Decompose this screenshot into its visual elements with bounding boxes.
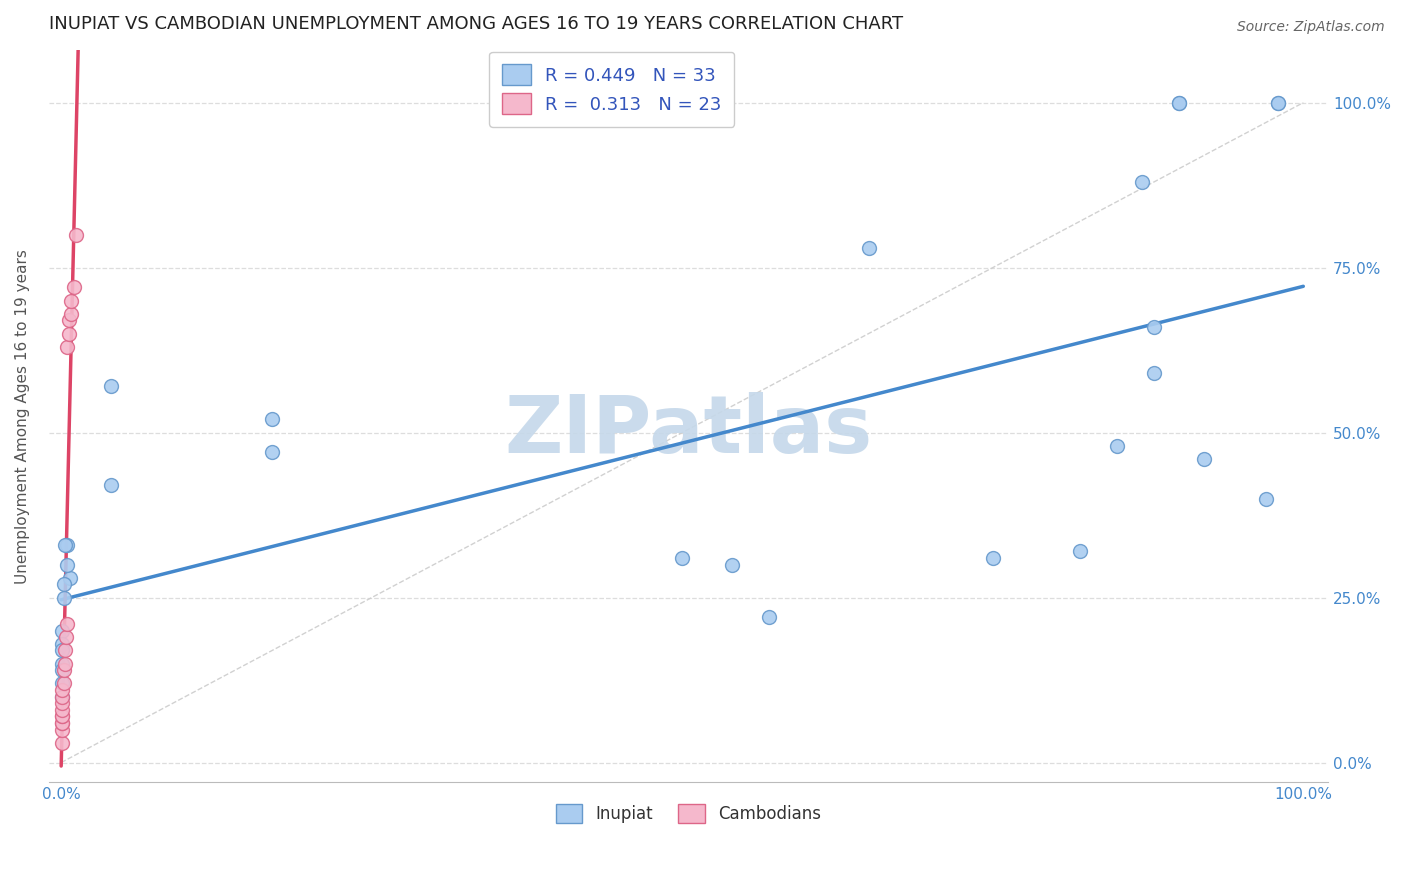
Point: [1105, 439, 1128, 453]
Point: [981, 551, 1004, 566]
Point: [51, 715, 73, 730]
Y-axis label: Unemployment Among Ages 16 to 19 years: Unemployment Among Ages 16 to 19 years: [15, 249, 30, 583]
Point: [1069, 544, 1091, 558]
Point: [62, 280, 84, 294]
Point: [51, 637, 73, 651]
Point: [671, 551, 693, 566]
Point: [1143, 320, 1166, 334]
Point: [51, 690, 73, 704]
Point: [721, 558, 744, 572]
Point: [52, 676, 75, 690]
Point: [58, 313, 80, 327]
Point: [51, 736, 73, 750]
Point: [52, 663, 75, 677]
Point: [52, 577, 75, 591]
Point: [60, 293, 83, 308]
Point: [51, 676, 73, 690]
Legend: Inupiat, Cambodians: Inupiat, Cambodians: [543, 790, 835, 837]
Point: [1168, 95, 1191, 110]
Point: [65, 227, 87, 242]
Point: [55, 630, 77, 644]
Point: [1254, 491, 1277, 506]
Point: [56, 538, 79, 552]
Text: ZIPatlas: ZIPatlas: [505, 392, 873, 470]
Point: [51, 703, 73, 717]
Point: [51, 690, 73, 704]
Point: [1267, 95, 1289, 110]
Text: INUPIAT VS CAMBODIAN UNEMPLOYMENT AMONG AGES 16 TO 19 YEARS CORRELATION CHART: INUPIAT VS CAMBODIAN UNEMPLOYMENT AMONG …: [49, 15, 903, 33]
Point: [58, 326, 80, 341]
Point: [56, 558, 79, 572]
Point: [56, 617, 79, 632]
Point: [858, 241, 880, 255]
Point: [51, 683, 73, 698]
Point: [60, 307, 83, 321]
Point: [53, 657, 76, 671]
Point: [51, 696, 73, 710]
Point: [51, 643, 73, 657]
Point: [51, 715, 73, 730]
Point: [1168, 95, 1191, 110]
Point: [262, 412, 284, 426]
Point: [51, 709, 73, 723]
Point: [262, 445, 284, 459]
Point: [53, 643, 76, 657]
Point: [53, 538, 76, 552]
Point: [1192, 452, 1215, 467]
Point: [59, 571, 82, 585]
Point: [51, 709, 73, 723]
Point: [758, 610, 780, 624]
Point: [51, 657, 73, 671]
Point: [56, 340, 79, 354]
Point: [52, 591, 75, 605]
Point: [100, 379, 122, 393]
Point: [51, 624, 73, 638]
Point: [1130, 175, 1153, 189]
Point: [51, 663, 73, 677]
Text: Source: ZipAtlas.com: Source: ZipAtlas.com: [1237, 20, 1385, 34]
Point: [100, 478, 122, 492]
Point: [51, 723, 73, 737]
Point: [1143, 366, 1166, 380]
Point: [1267, 95, 1289, 110]
